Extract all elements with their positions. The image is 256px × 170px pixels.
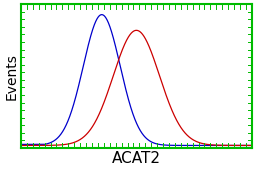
- Y-axis label: Events: Events: [4, 53, 18, 100]
- X-axis label: ACAT2: ACAT2: [112, 151, 161, 166]
